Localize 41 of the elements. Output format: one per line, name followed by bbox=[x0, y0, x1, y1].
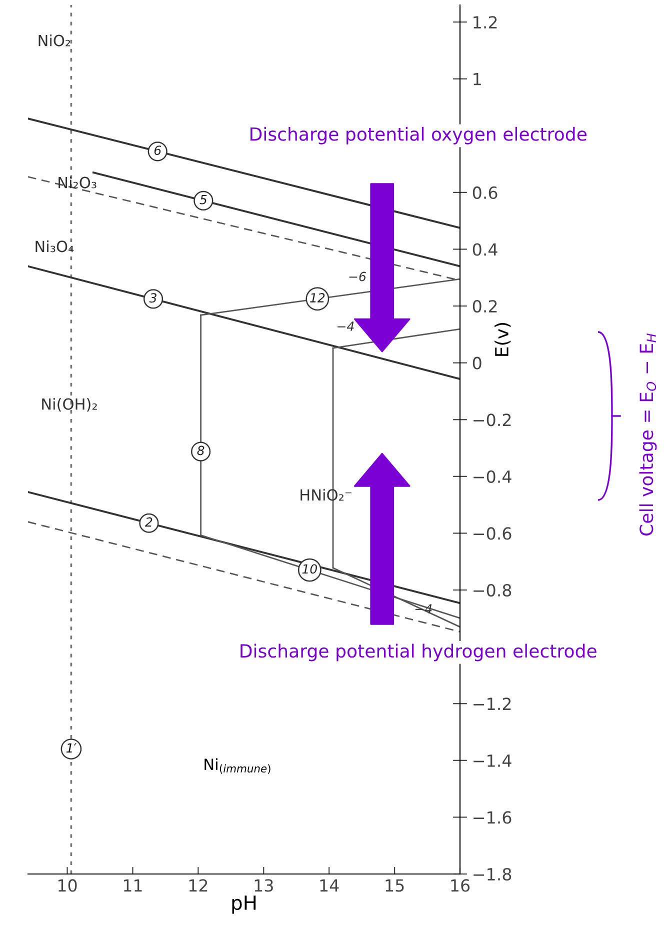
text: Cell voltage = E$_{O}$ − E$_{H}$ bbox=[639, 334, 657, 536]
x-tick-label: 14 bbox=[320, 879, 339, 892]
annotation: −6 bbox=[349, 272, 366, 282]
y-tick-label: 1.2 bbox=[474, 16, 497, 28]
series-label: 3 bbox=[149, 293, 156, 303]
series-label: 6 bbox=[154, 146, 162, 156]
y-tick-label: −0.8 bbox=[474, 584, 512, 597]
annotation: Ni₃O₄ bbox=[36, 240, 74, 252]
annotation: Ni$_{(immune)}$ bbox=[204, 758, 270, 774]
y-tick-label: 0.2 bbox=[472, 300, 497, 313]
annotation: Discharge potential hydrogen electrode bbox=[240, 644, 596, 662]
y-tick-label: 0 bbox=[472, 356, 482, 370]
x-tick-label: 13 bbox=[254, 879, 273, 892]
y-axis-title: E(v) bbox=[494, 323, 511, 356]
y-tick-label: −0.6 bbox=[474, 527, 512, 540]
series-label: 12 bbox=[310, 293, 325, 302]
annotation: Ni(OH)₂ bbox=[42, 398, 97, 412]
series-label: 5 bbox=[200, 195, 207, 204]
ref-line-label: 1′ bbox=[66, 743, 77, 752]
y-tick-label: 1 bbox=[474, 73, 481, 86]
y-tick-label: 0.4 bbox=[472, 243, 498, 256]
y-tick-label: −0.2 bbox=[474, 414, 511, 426]
annotation: −4 bbox=[338, 322, 354, 331]
series-label: 10 bbox=[302, 564, 317, 574]
annotation: NiO₂ bbox=[38, 34, 70, 46]
series-label: 2 bbox=[145, 517, 152, 527]
x-tick-label: 16 bbox=[451, 879, 470, 892]
x-tick-label: 15 bbox=[386, 879, 404, 892]
x-tick-label: 10 bbox=[58, 879, 77, 892]
x-tick-label: 11 bbox=[124, 879, 142, 892]
annotation: Discharge potential oxygen electrode bbox=[250, 126, 586, 144]
series-label: 8 bbox=[197, 446, 204, 456]
y-tick-label: −0.4 bbox=[474, 470, 512, 483]
annotation: Ni₂O₃ bbox=[58, 176, 96, 188]
y-tick-label: −1.8 bbox=[474, 868, 512, 881]
y-tick-label: 0.6 bbox=[472, 186, 498, 199]
y-tick-label: −1.6 bbox=[474, 811, 512, 824]
x-tick-label: 12 bbox=[189, 879, 208, 892]
x-axis-title: pH bbox=[232, 896, 256, 914]
y-tick-label: −1.2 bbox=[474, 698, 511, 710]
y-tick-label: −1.4 bbox=[474, 754, 512, 767]
